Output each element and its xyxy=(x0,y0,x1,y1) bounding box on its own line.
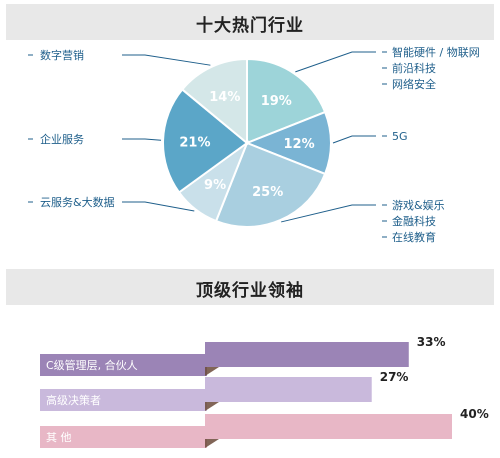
bar-category-label: 其 他 xyxy=(46,431,72,444)
leader-bar-chart: C级管理层, 合伙人 33% 高级决策者 27% 其 他 40% xyxy=(40,335,489,448)
leader-line xyxy=(122,54,211,66)
bar-value-label: 27% xyxy=(380,370,409,384)
leader-line xyxy=(332,135,376,144)
bar-category-label: C级管理层, 合伙人 xyxy=(46,358,138,372)
bar-title-bar: 顶级行业领袖 xyxy=(6,269,494,305)
pie-category-label: 企业服务 xyxy=(40,132,84,146)
pie-slice-percent-label: 21% xyxy=(179,135,210,150)
pie-category-label: 云服务&大数据 xyxy=(40,195,115,209)
pie-slice-percent-label: 19% xyxy=(261,94,292,109)
pie-title-bar: 十大热门行业 xyxy=(6,4,494,40)
bar-category-band xyxy=(40,426,207,448)
pie-slice-percent-label: 9% xyxy=(204,178,226,193)
pie-category-label: 数字营销 xyxy=(40,48,84,62)
pie-category-label: 智能硬件 / 物联网 xyxy=(392,45,480,59)
pie-slice xyxy=(180,57,248,146)
leader-line xyxy=(295,51,376,73)
bar-value-rect xyxy=(205,414,452,439)
bar-value-rect xyxy=(205,377,372,402)
bar-category-band xyxy=(40,389,207,411)
bar-category-band xyxy=(40,354,207,376)
bar-value-rect xyxy=(205,342,409,367)
pie-slice xyxy=(214,141,327,228)
bar-fold xyxy=(205,402,219,411)
pie-slice xyxy=(246,57,327,145)
pie-category-label: 5G xyxy=(392,130,408,143)
pie-category-label: 游戏&娱乐 xyxy=(392,198,445,212)
pie-category-label: 在线教育 xyxy=(392,230,436,244)
leader-line xyxy=(122,138,162,141)
pie-category-label: 金融科技 xyxy=(392,214,436,228)
pie-category-label: 前沿科技 xyxy=(392,61,436,75)
bar-fold xyxy=(205,367,219,376)
bar-value-label: 40% xyxy=(460,407,489,421)
bar-fold xyxy=(205,439,219,448)
pie-slice-percent-label: 25% xyxy=(252,185,283,200)
pie-slice xyxy=(162,88,249,194)
bar-chart-title: 顶级行业领袖 xyxy=(196,281,304,301)
leader-line xyxy=(281,204,376,223)
bar-category-label: 高级决策者 xyxy=(46,393,101,407)
leader-line xyxy=(122,201,195,212)
bar-value-label: 33% xyxy=(417,335,446,349)
pie-slice-percent-label: 12% xyxy=(284,137,315,152)
pie-slice-percent-label: 14% xyxy=(209,90,240,105)
pie-category-label: 网络安全 xyxy=(392,77,436,91)
pie-slice xyxy=(244,110,332,176)
pie-chart-title: 十大热门行业 xyxy=(196,16,304,36)
